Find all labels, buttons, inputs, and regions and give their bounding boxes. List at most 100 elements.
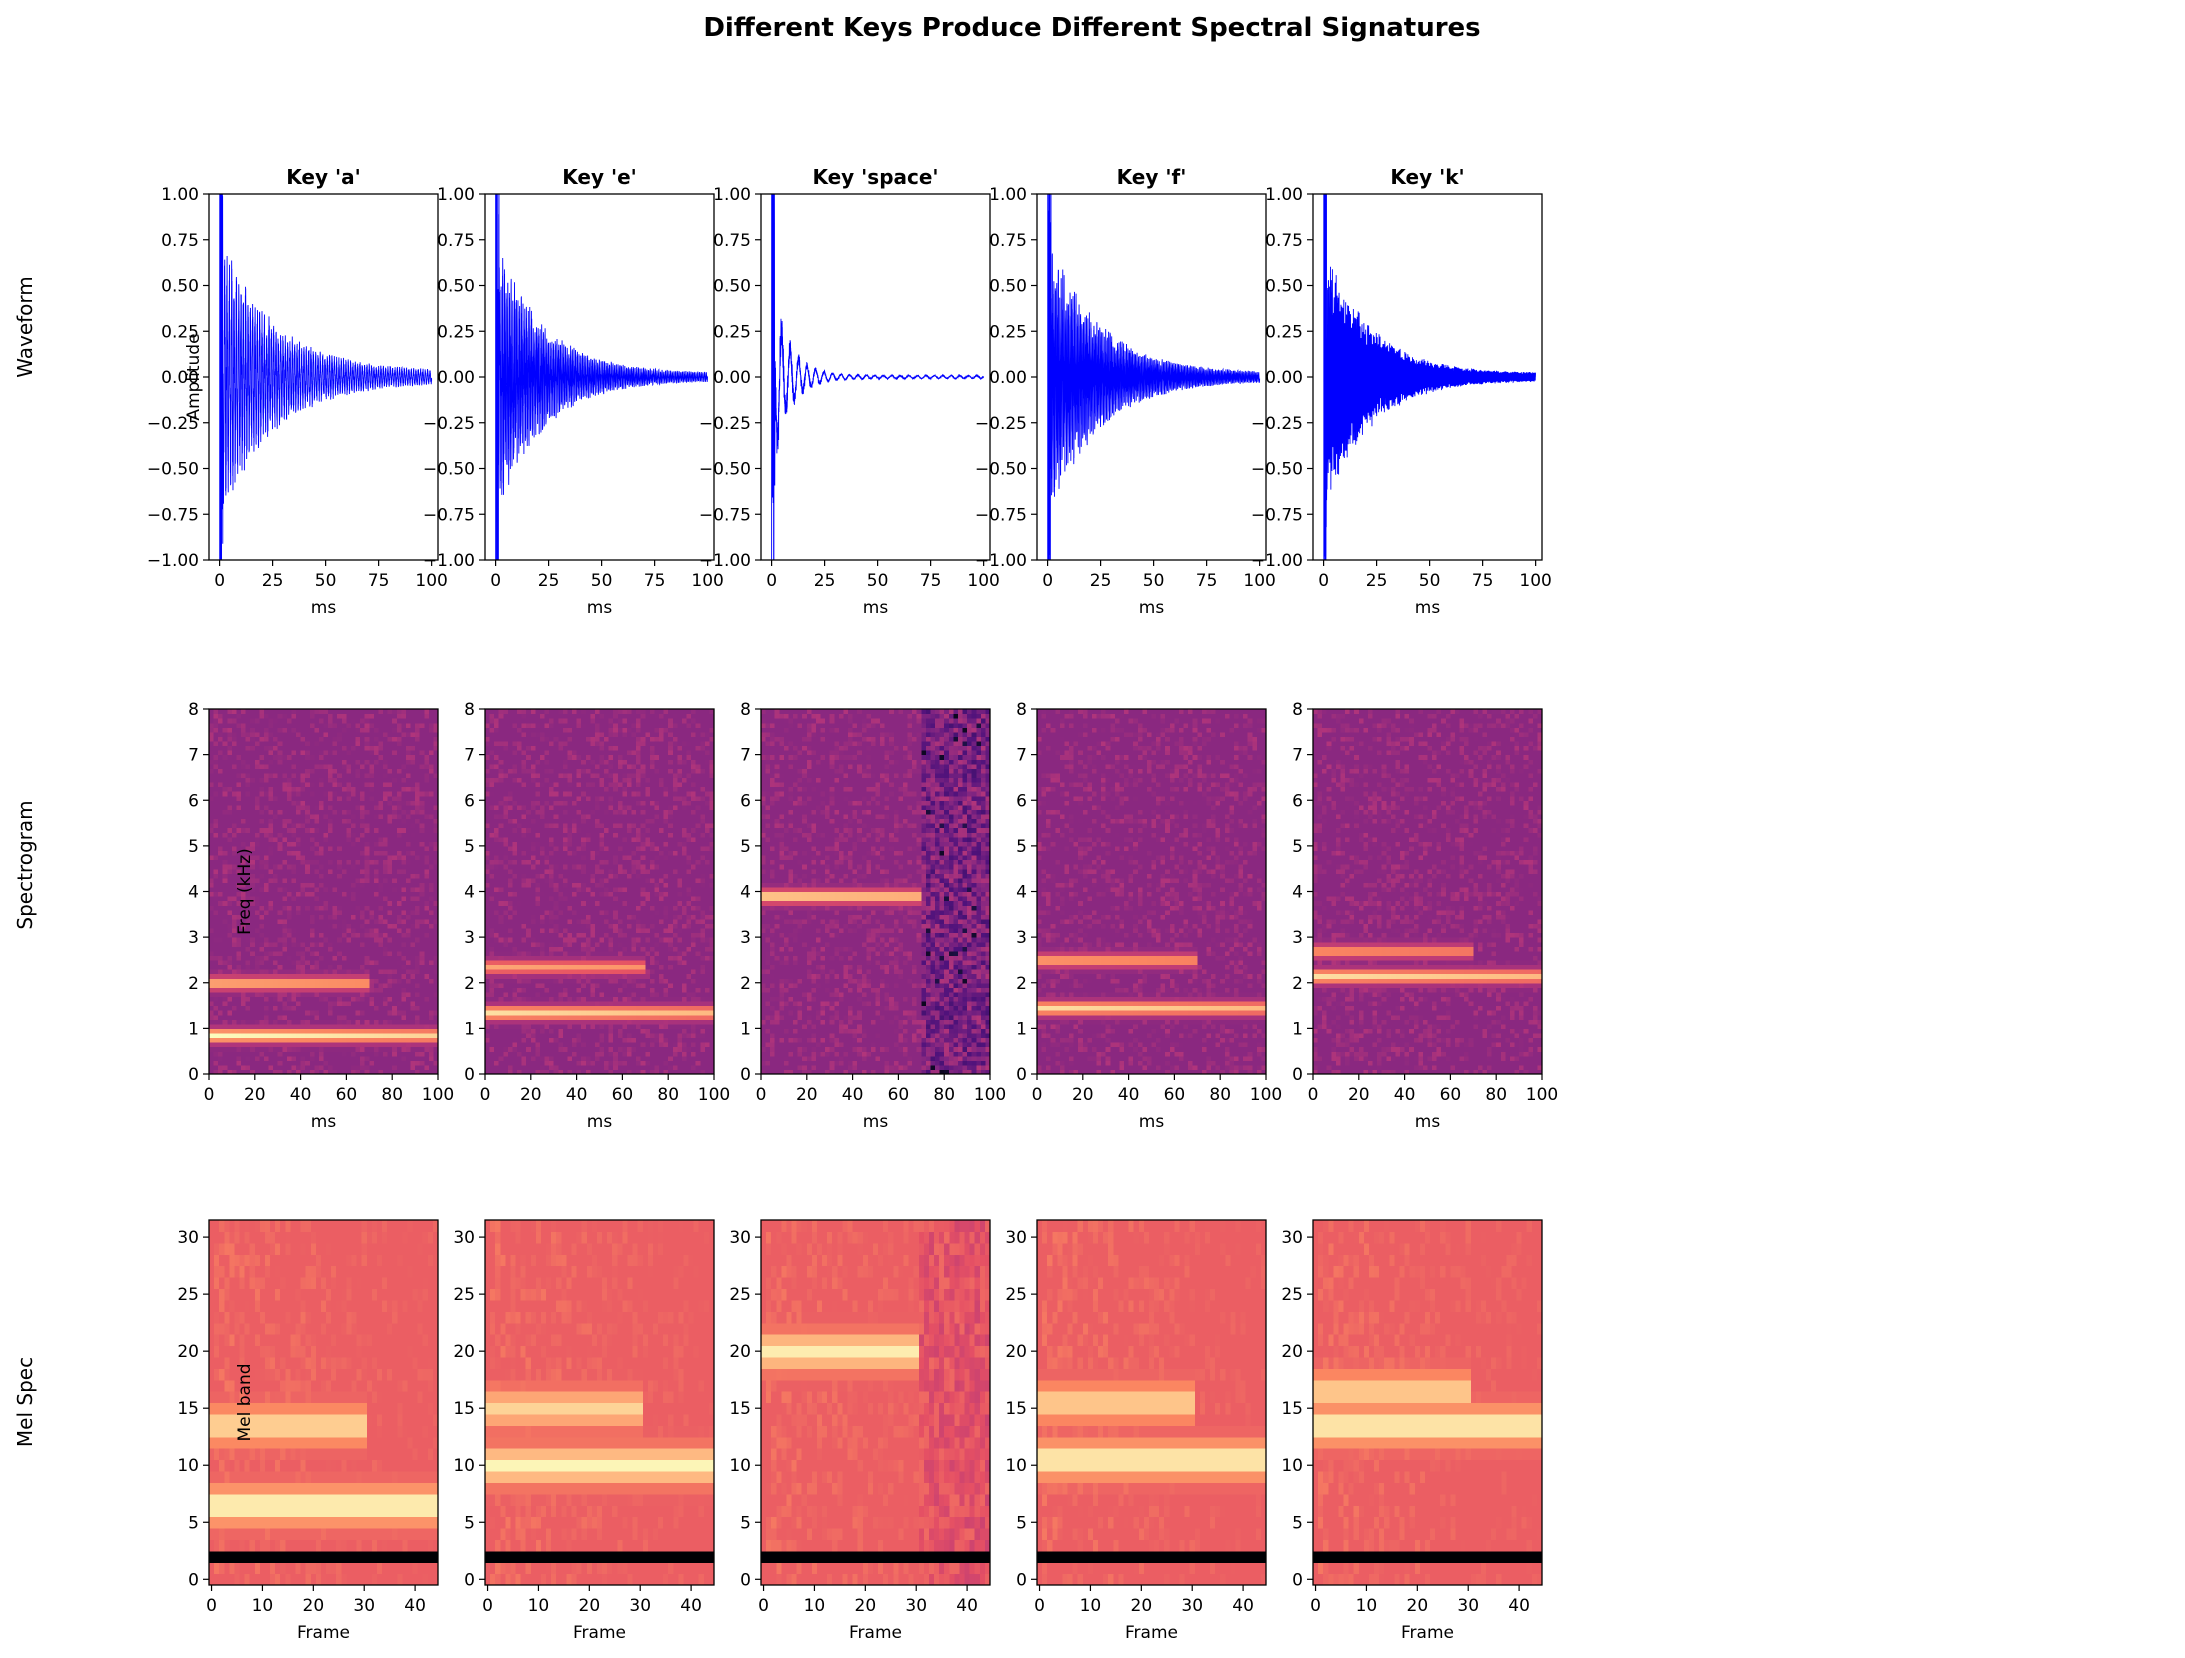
x-tick-label: 75 — [1196, 571, 1218, 591]
waveform-line — [1324, 60, 1536, 740]
y-tick-label: 0.75 — [713, 231, 751, 251]
y-tick-label: 10 — [453, 1456, 475, 1476]
y-tick-label: 25 — [1281, 1285, 1303, 1305]
x-tick-label: 40 — [680, 1596, 702, 1616]
y-tick-label: 0.00 — [713, 368, 751, 388]
y-tick-label: 30 — [729, 1228, 751, 1248]
row-label-mel-spec: Mel Spec — [13, 1357, 37, 1447]
x-tick-label: 0 — [206, 1596, 217, 1616]
y-tick-label: 0.50 — [989, 277, 1027, 297]
subplot-title: Key 'k' — [1390, 165, 1464, 189]
y-tick-label: 0.75 — [989, 231, 1027, 251]
x-tick-label: 30 — [905, 1596, 927, 1616]
figure-title: Different Keys Produce Different Spectra… — [703, 13, 1480, 43]
x-tick-label: 20 — [1348, 1085, 1370, 1105]
subplot-waveform-5: Key 'k'−1.00−0.75−0.50−0.250.000.250.500… — [1251, 60, 1552, 740]
x-tick-label: 0 — [1308, 1085, 1319, 1105]
heatmap-cells — [1037, 1220, 1267, 1586]
y-tick-label: 0.75 — [161, 231, 199, 251]
x-tick-label: 25 — [538, 571, 560, 591]
y-tick-label: 10 — [1281, 1456, 1303, 1476]
y-tick-label: 10 — [729, 1456, 751, 1476]
y-tick-label: 10 — [177, 1456, 199, 1476]
y-tick-label: 4 — [464, 883, 475, 903]
y-tick-label: 1 — [740, 1019, 751, 1039]
x-axis-label: ms — [1415, 598, 1441, 618]
x-tick-label: 60 — [1164, 1085, 1186, 1105]
x-tick-label: 20 — [520, 1085, 542, 1105]
x-axis-label: ms — [311, 598, 337, 618]
x-tick-label: 40 — [956, 1596, 978, 1616]
y-tick-label: 5 — [1292, 837, 1303, 857]
y-tick-label: 0 — [1016, 1065, 1027, 1085]
y-tick-label: 8 — [740, 700, 751, 720]
x-tick-label: 30 — [1457, 1596, 1479, 1616]
y-tick-label: −0.50 — [147, 460, 199, 480]
x-tick-label: 100 — [967, 571, 999, 591]
y-tick-label: 10 — [1005, 1456, 1027, 1476]
y-tick-label: 15 — [1281, 1399, 1303, 1419]
x-tick-label: 0 — [766, 571, 777, 591]
y-tick-label: 6 — [1016, 791, 1027, 811]
y-axis-label: Freq (kHz) — [235, 848, 255, 935]
y-tick-label: 5 — [1016, 837, 1027, 857]
subplot-waveform-4: Key 'f'−1.00−0.75−0.50−0.250.000.250.500… — [975, 50, 1276, 670]
x-axis-label: Frame — [1125, 1623, 1178, 1643]
y-tick-label: 15 — [729, 1399, 751, 1419]
y-tick-label: 0.50 — [161, 277, 199, 297]
x-tick-label: 20 — [244, 1085, 266, 1105]
x-axis-label: ms — [863, 598, 889, 618]
row-label-spectrogram: Spectrogram — [13, 800, 37, 929]
x-tick-label: 20 — [855, 1596, 877, 1616]
heatmap-cells — [1313, 1220, 1543, 1586]
y-tick-label: 30 — [177, 1228, 199, 1248]
x-axis-label: ms — [1139, 1112, 1165, 1132]
x-tick-label: 20 — [303, 1596, 325, 1616]
x-tick-label: 80 — [657, 1085, 679, 1105]
x-tick-label: 80 — [1485, 1085, 1507, 1105]
y-tick-label: 0.25 — [437, 322, 475, 342]
y-tick-label: 4 — [1292, 883, 1303, 903]
y-tick-label: −0.50 — [975, 460, 1027, 480]
x-tick-label: 30 — [629, 1596, 651, 1616]
y-tick-label: 2 — [1016, 974, 1027, 994]
y-tick-label: −1.00 — [1251, 551, 1303, 571]
y-tick-label: 0.25 — [1265, 322, 1303, 342]
y-tick-label: 7 — [1016, 746, 1027, 766]
heatmap-cells — [485, 709, 715, 1075]
x-tick-label: 60 — [336, 1085, 358, 1105]
y-tick-label: 7 — [740, 746, 751, 766]
x-tick-label: 10 — [252, 1596, 274, 1616]
x-tick-label: 10 — [804, 1596, 826, 1616]
x-tick-label: 0 — [1042, 571, 1053, 591]
heatmap-cells — [1313, 709, 1543, 1075]
x-tick-label: 40 — [290, 1085, 312, 1105]
x-tick-label: 75 — [368, 571, 390, 591]
y-tick-label: 3 — [740, 928, 751, 948]
y-tick-label: 4 — [1016, 883, 1027, 903]
y-tick-label: 1 — [464, 1019, 475, 1039]
x-axis-label: ms — [1139, 598, 1165, 618]
y-tick-label: 2 — [188, 974, 199, 994]
x-axis-label: Frame — [849, 1623, 902, 1643]
y-tick-label: 20 — [453, 1342, 475, 1362]
x-tick-label: 100 — [691, 571, 723, 591]
y-tick-label: 1.00 — [161, 185, 199, 205]
y-tick-label: 5 — [1016, 1513, 1027, 1533]
x-tick-label: 50 — [315, 571, 337, 591]
y-tick-label: 6 — [188, 791, 199, 811]
y-tick-label: 0 — [188, 1065, 199, 1085]
y-tick-label: 0.25 — [989, 322, 1027, 342]
y-tick-label: 5 — [740, 837, 751, 857]
y-tick-label: 30 — [453, 1228, 475, 1248]
x-tick-label: 60 — [612, 1085, 634, 1105]
y-tick-label: 0.00 — [1265, 368, 1303, 388]
x-tick-label: 75 — [920, 571, 942, 591]
row-label-waveform: Waveform — [13, 276, 37, 378]
y-tick-label: 2 — [740, 974, 751, 994]
